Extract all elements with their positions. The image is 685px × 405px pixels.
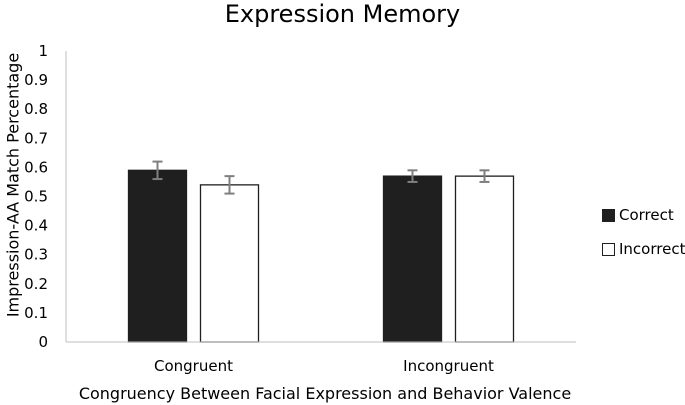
bar-incorrect-congruent (199, 184, 260, 343)
y-tick-label: 0.6 (24, 158, 48, 176)
chart-title: Expression Memory (224, 0, 461, 28)
y-tick-label: 0 (38, 333, 48, 351)
y-tick-label: 0.1 (24, 304, 48, 322)
x-tick-label: Incongruent (403, 357, 494, 375)
y-tick-label: 0.4 (24, 217, 48, 235)
y-tick-label: 1 (38, 42, 48, 60)
y-axis-label: Impression-AA Match Percentage (3, 52, 23, 318)
legend-label-correct: Correct (619, 206, 674, 224)
y-tick-label: 0.2 (24, 275, 48, 293)
x-axis-label: Congruency Between Facial Expression and… (78, 384, 572, 403)
bar-correct-congruent (127, 169, 188, 343)
y-tick-label: 0.3 (24, 246, 48, 264)
legend-item-incorrect: Incorrect (602, 239, 685, 259)
y-tick-label: 0.5 (24, 188, 48, 206)
y-tick-label: 0.9 (24, 71, 48, 89)
y-tick-label: 0.8 (24, 100, 48, 118)
legend-swatch-correct (602, 208, 615, 222)
bar-correct-incongruent (382, 175, 443, 343)
x-tick-label: Congruent (154, 357, 233, 375)
legend: Correct Incorrect (602, 205, 685, 273)
bar-incorrect-incongruent (454, 175, 515, 343)
legend-swatch-incorrect (602, 242, 615, 256)
legend-label-incorrect: Incorrect (619, 240, 685, 258)
legend-item-correct: Correct (602, 205, 685, 225)
y-tick-label: 0.7 (24, 129, 48, 147)
